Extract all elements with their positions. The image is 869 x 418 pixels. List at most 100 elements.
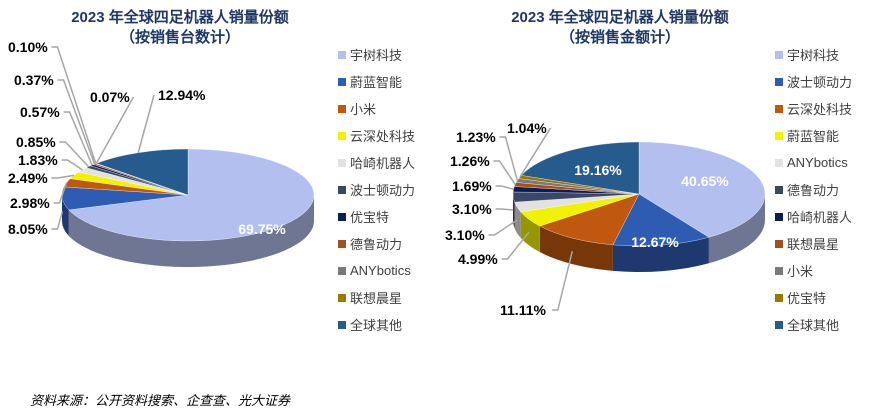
leader-line [519,127,552,178]
legend-item: 全球其他 [338,311,415,338]
leader-line [501,231,530,260]
data-label: 19.16% [574,162,622,178]
leader-line [95,96,135,164]
legend-item: ANYbotics [338,257,415,284]
leader-line [551,250,574,311]
data-label: 1.23% [456,129,496,145]
legend-item: 小米 [338,95,415,122]
data-label: 12.94% [158,87,206,103]
legend-swatch [338,104,346,113]
legend-item: 联想晨星 [775,230,852,257]
legend-label: ANYbotics [350,263,411,278]
slice-全球其他 [96,148,189,196]
legend-label: 宇树科技 [350,48,403,63]
legend-swatch [775,77,783,86]
legend-label: 哈崎机器人 [787,210,853,225]
legend-label: 蔚蓝智能 [350,75,403,90]
leader-line [493,160,516,185]
slice-云深处科技 [539,193,640,246]
leader-line [61,159,83,171]
leader-line [53,182,68,204]
data-label: 0.37% [14,72,54,88]
legend-label: 波士顿动力 [787,75,853,90]
pie-1: 69.75% 8.05% 2.98% 2.49% 1.83% 0.85% 0.57% 0.37… [8,39,315,267]
legend-label: 哈崎机器人 [350,156,416,171]
legend-item: 波士顿动力 [338,176,415,203]
legend-item: 波士顿动力 [775,68,852,95]
legend-swatch [775,320,783,329]
legend-item: 哈崎机器人 [338,149,415,176]
data-label: 1.83% [18,152,58,168]
legend-swatch [338,239,346,248]
leader-line [499,136,519,181]
data-label: 0.07% [90,89,130,105]
legend-label: 优宝特 [787,291,827,306]
legend-label: 云深处科技 [787,102,853,117]
legend-swatch [338,185,346,194]
legend-item: 优宝特 [338,203,415,230]
legend-item: 宇树科技 [775,41,852,68]
data-label: 12.67% [631,234,679,250]
legend-swatch [775,212,783,221]
slice-宇树科技 [68,148,315,242]
legend-item: 联想晨星 [338,284,415,311]
legend-swatch [338,212,346,221]
legend-item: 哈崎机器人 [775,203,852,230]
legend-swatch [775,185,783,194]
leader-line [495,208,514,211]
legend-item: 优宝特 [775,284,852,311]
legend-item: 蔚蓝智能 [338,68,415,95]
legend-item: 全球其他 [775,311,852,338]
slice-side-蔚蓝智能 [62,195,69,236]
chart1-title-text: 2023 年全球四足机器人销量份额 [71,9,289,26]
slice-side-宇树科技 [68,195,314,267]
legend-swatch [775,131,783,140]
legend-swatch [338,158,346,167]
legend-swatch [775,50,783,59]
data-label: 4.99% [458,251,498,267]
data-label: 40.65% [681,173,729,189]
chart1-legend: 宇树科技蔚蓝智能小米 云深处科技哈崎机器人波士顿动力 优宝特德鲁动力 ANYbotic… [338,41,415,338]
legend-label: 联想晨星 [350,291,403,306]
legend-label: 全球其他 [350,318,403,333]
slice-全球其他 [521,141,640,195]
source-note: 资料来源：公开资料搜索、企查查、光大证券 [30,393,291,408]
data-label: 2.98% [10,195,50,211]
data-label: 0.10% [8,39,48,55]
slice-side-宇树科技 [708,194,765,264]
legend-item: 蔚蓝智能 [775,122,852,149]
legend-label: 全球其他 [787,318,840,333]
leader-line [495,185,514,190]
legend-item: 小米 [775,257,852,284]
legend-label: 德鲁动力 [787,183,840,198]
legend-item: 德鲁动力 [338,230,415,257]
leader-line [63,111,93,166]
legend-item: ANYbotics [775,149,852,176]
slice-side-ANYbotics [514,202,521,238]
data-label: 2.49% [8,170,48,186]
legend-label: 德鲁动力 [350,237,403,252]
chart2-subtitle: （按销售金额计） [559,29,680,46]
leader-line [488,219,518,236]
legend-item: 云深处科技 [775,95,852,122]
data-label: 69.75% [238,221,286,237]
legend-swatch [775,158,783,167]
slice-side-云深处科技 [539,226,613,271]
data-label: 0.85% [16,134,56,150]
data-label: 3.10% [445,227,485,243]
legend-item: 云深处科技 [338,122,415,149]
leader-line [51,174,75,179]
slice-side-蔚蓝智能 [520,211,540,253]
data-label: 11.11% [500,302,546,318]
data-label: 8.05% [8,221,48,237]
slice-side-波士顿动力 [612,237,709,273]
leader-line [57,79,96,165]
leader-line [137,94,155,153]
data-label: 3.10% [452,201,492,217]
legend-label: 蔚蓝智能 [787,129,840,144]
leader-line [51,46,97,164]
legend-swatch [338,320,346,329]
leader-line [51,211,64,230]
